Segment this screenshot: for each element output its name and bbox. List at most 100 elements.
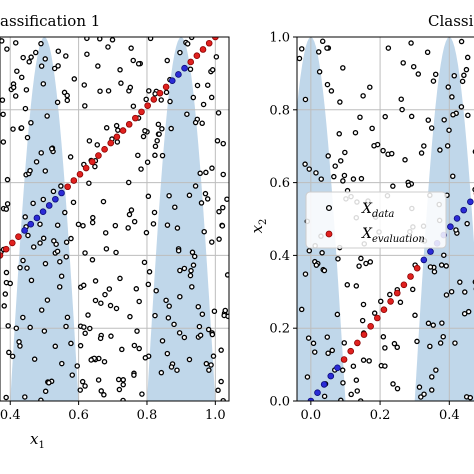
evaluation-point (334, 364, 341, 372)
legend-data-marker (325, 204, 333, 212)
data-point (220, 204, 226, 211)
evaluation-point (175, 71, 182, 78)
data-point (101, 358, 108, 365)
data-point (38, 40, 44, 47)
evaluation-point (58, 189, 65, 197)
data-point (367, 84, 373, 90)
data-point (4, 46, 10, 52)
data-point (429, 374, 435, 380)
data-point (118, 80, 124, 86)
evaluation-point (150, 96, 158, 103)
evaluation-point (354, 339, 361, 347)
data-point (37, 240, 43, 246)
data-point (58, 273, 65, 279)
data-point (218, 347, 224, 353)
data-point (131, 372, 137, 378)
data-point (453, 227, 459, 233)
data-point (188, 267, 194, 274)
data-point (427, 264, 434, 270)
data-point (97, 37, 103, 42)
data-point (224, 196, 229, 202)
data-point (208, 94, 215, 101)
data-point (54, 222, 61, 228)
y-tick-label: 0.2 (269, 322, 290, 337)
data-point (438, 262, 445, 268)
data-point (130, 57, 136, 64)
data-point (342, 149, 348, 156)
data-point (14, 68, 20, 74)
data-point (356, 263, 362, 269)
data-point (363, 260, 369, 267)
data-point (77, 342, 84, 349)
data-point (184, 111, 190, 117)
data-point (102, 230, 109, 236)
region-bump-1 (146, 37, 216, 401)
evaluation-point (95, 152, 102, 159)
data-point (120, 377, 127, 383)
data-point (360, 357, 367, 363)
data-point (430, 78, 437, 84)
evaluation-point (205, 39, 213, 47)
data-point (402, 157, 408, 163)
data-point (369, 125, 375, 132)
evaluation-point (367, 323, 374, 330)
data-point (340, 65, 346, 71)
data-point (306, 247, 313, 254)
data-point (424, 49, 431, 56)
data-point (10, 126, 16, 132)
evaluation-point (407, 273, 414, 280)
data-point (20, 314, 26, 321)
data-point (437, 147, 443, 153)
data-point (387, 291, 393, 298)
data-point (186, 356, 193, 363)
legend-data-label: Xdata (361, 201, 394, 220)
data-point (421, 391, 427, 397)
data-point (108, 333, 114, 339)
data-point (450, 173, 456, 179)
data-point (24, 265, 30, 271)
data-point (190, 94, 197, 101)
left-ticks: 0.4 0.6 0.8 1.0 (0, 401, 226, 423)
data-point (400, 60, 406, 66)
data-point (158, 369, 165, 376)
data-point (220, 171, 226, 178)
data-point (40, 235, 47, 242)
data-point (85, 312, 91, 318)
evaluation-point (460, 206, 468, 214)
data-point (421, 143, 427, 149)
data-point (127, 313, 133, 320)
data-point (446, 127, 452, 133)
data-point (388, 150, 395, 157)
data-point (199, 311, 206, 317)
evaluation-point (156, 89, 164, 97)
data-point (366, 358, 372, 364)
data-point (86, 180, 92, 186)
data-point (357, 114, 363, 121)
data-point (176, 330, 183, 336)
data-point (331, 173, 337, 180)
data-point (3, 394, 9, 401)
y-tick-label: 0.4 (269, 249, 290, 264)
data-point (464, 220, 470, 227)
data-point (10, 84, 17, 91)
data-point (77, 387, 84, 393)
data-point (46, 379, 52, 386)
data-point (202, 190, 209, 197)
evaluation-point (193, 52, 201, 60)
data-point (195, 303, 202, 310)
data-point (44, 297, 51, 303)
data-point (97, 335, 104, 342)
data-point (441, 117, 447, 123)
data-point (310, 340, 317, 347)
data-point (205, 326, 212, 333)
data-point (88, 357, 94, 363)
data-point (203, 169, 209, 176)
x-tick-label: 0.2 (370, 408, 391, 423)
data-point (445, 84, 451, 90)
data-point (461, 310, 468, 317)
data-point (208, 362, 214, 368)
data-point (87, 325, 93, 332)
data-point (449, 94, 455, 100)
data-point (210, 353, 217, 359)
data-point (109, 37, 116, 43)
